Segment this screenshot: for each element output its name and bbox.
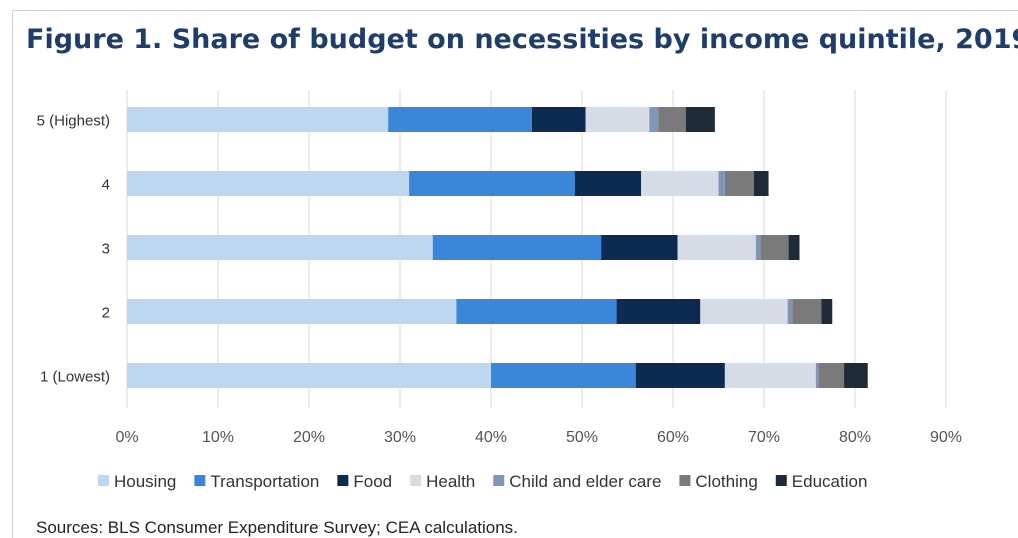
bar-education-3 [788,235,800,260]
bar-clothing-3 [760,235,789,260]
y-category-label: 3 [102,241,110,258]
x-tick-label: 50% [566,429,598,446]
bar-clothing-5-highest [658,107,686,132]
chart-frame [12,10,1018,538]
x-tick-label: 80% [839,429,871,446]
x-tick-label: 0% [115,429,138,446]
legend-swatch-education [775,475,787,486]
bar-transportation-4 [409,171,575,196]
bar-food-2 [616,299,701,324]
x-tick-label: 70% [748,429,780,446]
bar-health-4 [641,171,719,196]
bar-child-and-elder-care-4 [718,171,725,196]
x-tick-label: 10% [202,429,234,446]
bar-transportation-5-highest [388,107,532,132]
bar-housing-5-highest [127,107,389,132]
legend-label-housing: Housing [114,472,176,491]
legend-label-transportation: Transportation [210,472,319,491]
bar-clothing-4 [724,171,754,196]
y-category-label: 4 [102,177,110,194]
bar-health-2 [700,299,788,324]
legend-label-food: Food [353,472,392,491]
bar-education-2 [821,299,833,324]
legend-swatch-health [410,475,422,486]
bar-housing-1-lowest [127,363,491,388]
y-category-label: 2 [102,305,110,322]
legend-swatch-transportation [194,475,206,486]
x-tick-label: 20% [293,429,325,446]
x-tick-label: 90% [930,429,962,446]
x-tick-label: 30% [384,429,416,446]
bar-transportation-2 [456,299,617,324]
legend-label-health: Health [426,472,475,491]
legend-swatch-food [337,475,349,486]
x-tick-label: 60% [657,429,689,446]
legend-swatch-child-and-elder-care [493,475,505,486]
chart-title: Figure 1. Share of budget on necessities… [26,24,1018,55]
bar-education-1-lowest [844,363,868,388]
bar-housing-2 [127,299,457,324]
bar-food-4 [574,171,642,196]
legend-label-child-and-elder-care: Child and elder care [509,472,661,491]
bar-housing-4 [127,171,410,196]
chart-source: Sources: BLS Consumer Expenditure Survey… [36,518,518,537]
bar-child-and-elder-care-5-highest [649,107,659,132]
bar-education-5-highest [685,107,715,132]
y-category-label: 5 (Highest) [37,113,110,130]
legend-swatch-clothing [679,475,691,486]
legend-label-clothing: Clothing [695,472,757,491]
legend-label-education: Education [792,472,868,491]
bar-food-3 [601,235,678,260]
bar-clothing-1-lowest [818,363,845,388]
bar-housing-3 [127,235,433,260]
bar-health-3 [677,235,756,260]
bar-education-4 [753,171,769,196]
bar-health-1-lowest [724,363,816,388]
bar-transportation-1-lowest [491,363,636,388]
x-tick-label: 40% [475,429,507,446]
bar-transportation-3 [432,235,602,260]
bar-child-and-elder-care-1-lowest [815,363,819,388]
bar-clothing-2 [792,299,822,324]
bar-food-5-highest [531,107,586,132]
bar-food-1-lowest [635,363,725,388]
bar-child-and-elder-care-2 [787,299,793,324]
bar-health-5-highest [585,107,650,132]
bar-child-and-elder-care-3 [755,235,761,260]
legend-swatch-housing [98,475,109,486]
y-category-label: 1 (Lowest) [40,369,110,386]
